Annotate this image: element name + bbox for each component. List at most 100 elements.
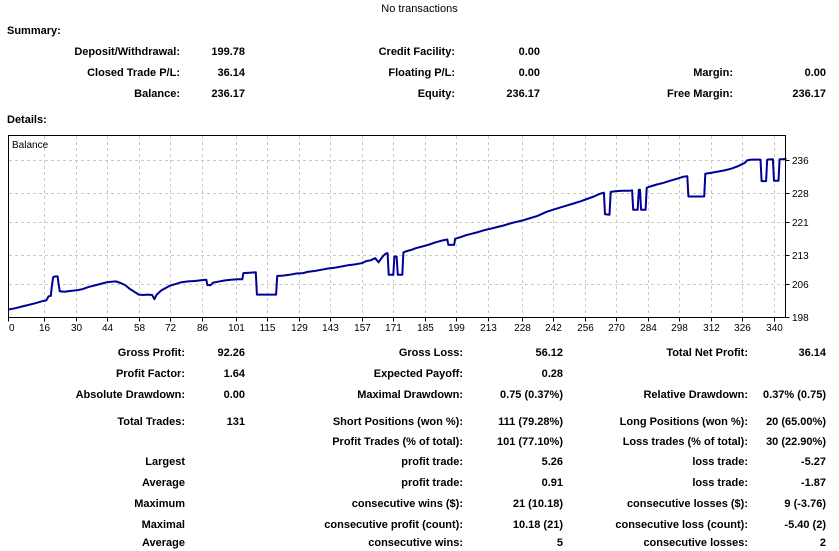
stat-value [187,436,245,449]
chart-series-title: Balance [12,140,49,151]
stat-label: Maximal Drawdown: [357,389,463,401]
stat-label: profit trade: [401,477,463,489]
stat-label: Maximal [141,519,185,531]
stat-label [0,436,185,449]
stat-label: consecutive loss (count): [615,519,748,531]
stat-label: Average [141,537,185,549]
stat-label: Largest [145,456,185,468]
y-tick-label: 228 [792,189,809,200]
x-tick-label: 157 [354,323,371,334]
stat-label: Average [141,477,185,489]
stat-label: Gross Loss: [398,347,463,359]
stat-label: consecutive losses: [643,537,748,549]
stat-value: 0.00 [518,67,540,79]
stat-label: Long Positions (won %): [619,416,748,428]
stat-value [187,537,245,550]
stat-value [736,46,826,59]
stat-label: Loss trades (% of total): [622,436,748,448]
stat-label: profit trade: [401,456,463,468]
stat-label: Maximum [134,498,185,510]
stat-label: Floating P/L: [388,67,455,79]
stat-value: -5.40 (2) [784,519,826,531]
stat-value [187,498,245,511]
x-tick-label: 72 [165,323,177,334]
stat-row: Gross Profit: 92.26 Gross Loss: 56.12 Total … [0,347,839,360]
stat-label: Absolute Drawdown: [75,389,185,401]
x-tick-label: 101 [228,323,245,334]
x-tick-label: 58 [134,323,146,334]
stat-label [575,368,748,381]
stat-value: 236.17 [506,88,540,100]
stat-row: Closed Trade P/L: 36.14 Floating P/L: 0.00 M… [0,67,839,80]
stat-value: 111 (79.28%) [498,416,563,428]
stat-label: Credit Facility: [378,46,455,58]
stat-value: 0.00 [804,67,826,79]
y-tick-label: 206 [792,280,809,291]
x-tick-label: 44 [102,323,114,334]
x-tick-label: 185 [417,323,434,334]
stat-label: Total Trades: [117,416,185,428]
stat-label: Expected Payoff: [373,368,463,380]
x-tick-label: 30 [71,323,83,334]
stat-label: Profit Factor: [115,368,185,380]
balance-line [8,157,787,311]
stat-value: 5 [556,537,563,549]
x-tick-label: 228 [514,323,531,334]
x-tick-label: 143 [322,323,339,334]
x-tick-label: 199 [448,323,465,334]
plot-border [8,135,786,318]
stat-row: Deposit/Withdrawal: 199.78 Credit Facility… [0,46,839,59]
x-tick-label: 171 [385,323,402,334]
stat-value: 0.00 [223,389,245,401]
x-tick-label: 270 [608,323,625,334]
stat-value: 10.18 (21) [512,519,563,531]
stat-row: Average profit trade: 0.91 loss trade: -1.87 [0,477,839,490]
stat-value: 0.37% (0.75) [763,389,826,401]
stat-value: 56.12 [535,347,563,359]
stat-label: Equity: [417,88,455,100]
stat-label: Deposit/Withdrawal: [74,46,180,58]
stat-label: Balance: [134,88,180,100]
x-tick-label: 312 [703,323,720,334]
x-tick-label: 86 [197,323,209,334]
stat-value: 9 (-3.76) [784,498,826,510]
x-tick-label: 0 [9,323,15,334]
x-tick-label: 115 [260,323,276,334]
stat-label: consecutive losses ($): [626,498,748,510]
stat-row: Balance: 236.17 Equity: 236.17 Free Margin: 2… [0,88,839,101]
stat-value: 36.14 [798,347,826,359]
stat-label: Closed Trade P/L: [87,67,180,79]
x-tick-label: 284 [640,323,657,334]
stat-value: 199.78 [211,46,245,58]
summary-heading: Summary: [7,25,61,37]
stat-value: 236.17 [211,88,245,100]
stat-label: loss trade: [692,477,748,489]
stat-value: 92.26 [217,347,245,359]
stat-value: 0.28 [541,368,563,380]
stat-label: Profit Trades (% of total): [332,436,463,448]
stat-label: Total Net Profit: [666,347,748,359]
stat-row: Total Trades: 131 Short Positions (won %):… [0,416,839,429]
stat-label: consecutive wins: [368,537,463,549]
balance-chart: 0 16 30 44 58 72 86 101 115 129 143 157 171 185 199 213… [8,135,809,334]
y-tick-label: 213 [792,251,809,262]
stat-label: loss trade: [692,456,748,468]
details-heading: Details: [7,114,47,126]
stat-row: Absolute Drawdown: 0.00 Maximal Drawdown: 0… [0,389,839,402]
stat-value: -1.87 [800,477,826,489]
x-tick-label: 256 [577,323,594,334]
stat-value: 5.26 [541,456,563,468]
stat-value: 101 (77.10%) [496,436,563,448]
stat-label: consecutive wins ($): [351,498,463,510]
stat-label: Free Margin: [666,88,733,100]
stat-value: 21 (10.18) [512,498,563,510]
stat-value: 1.64 [223,368,245,380]
stat-value: 36.14 [217,67,245,79]
stat-value: 0.00 [518,46,540,58]
page-title: No transactions [381,3,458,15]
stat-value [187,456,245,469]
stat-value: 2 [819,537,826,549]
stat-value: 236.17 [792,88,826,100]
stat-value: 0.91 [541,477,563,489]
y-tick-label: 221 [792,218,809,229]
